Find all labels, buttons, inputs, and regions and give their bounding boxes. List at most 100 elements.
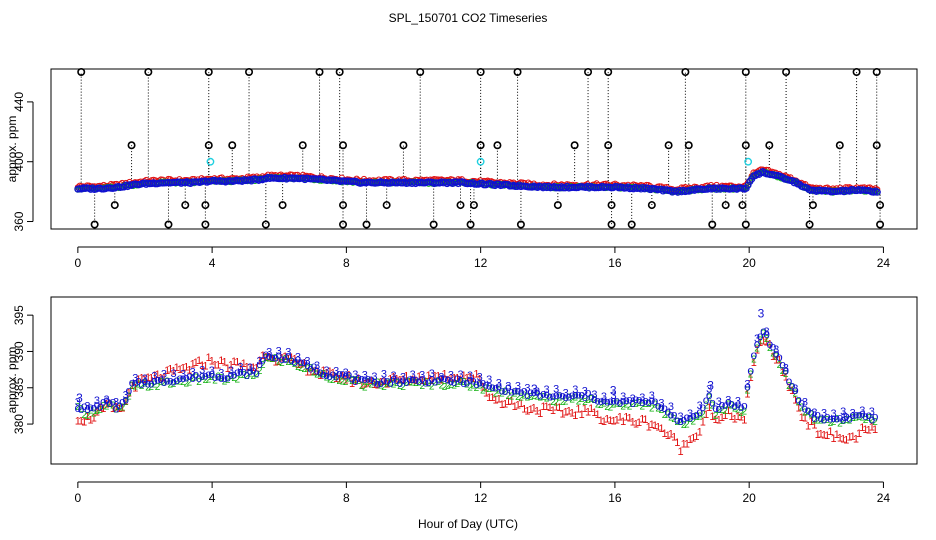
bottom-point-series-o: o — [610, 394, 617, 408]
bottom-point-series-1: 1 — [824, 430, 830, 442]
bottom-point-series-2: 2 — [94, 406, 100, 417]
bottom-point-series-o: o — [802, 401, 809, 415]
bottom-point-series-o: o — [830, 411, 837, 425]
bottom-point-series-2: 2 — [356, 376, 362, 387]
bottom-point-series-2: 2 — [104, 402, 110, 413]
bottom-point-series-o: o — [684, 410, 691, 424]
bottom-point-series-1: 1 — [451, 372, 457, 384]
bottom-point-series-1: 1 — [202, 360, 208, 372]
bottom-point-series-o: o — [460, 376, 467, 390]
bottom-point-series-2: 2 — [595, 400, 601, 411]
bottom-point-series-2: 2 — [464, 380, 470, 391]
top-panel-axes: 0 4 8 12 16 20 24 360 400 440 — [12, 92, 890, 270]
bottom-point-series-1: 1 — [317, 370, 323, 382]
bottom-point-series-o: o — [428, 372, 435, 386]
bottom-point-series-1: 1 — [547, 402, 553, 414]
top-spike-marker — [765, 141, 774, 150]
bottom-point-series-3: 3 — [304, 356, 310, 368]
bottom-point-series-o: o — [81, 399, 88, 413]
bottom-point-series-1: 1 — [776, 355, 782, 367]
bottom-point-series-2: 2 — [340, 376, 346, 387]
bottom-point-series-2: 2 — [470, 381, 476, 392]
bottom-point-series-1: 1 — [174, 362, 180, 374]
bottom-point-series-1: 1 — [199, 360, 205, 372]
bottom-point-series-2: 2 — [671, 414, 677, 425]
bottom-point-series-1: 1 — [496, 394, 502, 406]
bottom-point-series-1: 1 — [84, 411, 90, 423]
bottom-point-series-3: 3 — [410, 369, 416, 381]
bottom-point-series-o: o — [244, 368, 251, 382]
bottom-point-series-o: o — [275, 348, 282, 362]
bottom-point-series-o: o — [572, 388, 579, 402]
top-point-cyan — [744, 157, 753, 166]
bottom-point-series-o: o — [365, 372, 372, 386]
bottom-point-series-2: 2 — [611, 400, 617, 411]
bottom-point-series-2: 2 — [317, 369, 323, 380]
bottom-point-series-1: 1 — [470, 373, 476, 385]
bottom-point-series-o: o — [865, 408, 872, 422]
bottom-point-series-2: 2 — [187, 377, 193, 388]
top-spike-marker — [721, 201, 730, 210]
bottom-point-series-1: 1 — [716, 414, 722, 426]
bottom-point-series-o: o — [620, 393, 627, 407]
bottom-point-series-1: 1 — [135, 374, 141, 386]
bottom-point-series-1: 1 — [438, 375, 444, 387]
bottom-point-series-o: o — [240, 364, 247, 378]
bottom-point-series-1: 1 — [170, 365, 176, 377]
bottom-point-series-1: 1 — [579, 409, 585, 421]
bottom-point-series-2: 2 — [180, 377, 186, 388]
bottom-point-series-1: 1 — [754, 345, 760, 357]
bottom-point-series-1: 1 — [764, 337, 770, 349]
bottom-point-series-2: 2 — [742, 407, 748, 418]
bottom-point-series-o: o — [247, 364, 254, 378]
bottom-point-series-o: o — [869, 412, 876, 426]
bottom-point-series-1: 1 — [598, 415, 604, 427]
bottom-point-series-2: 2 — [164, 377, 170, 388]
bottom-point-series-2: 2 — [378, 381, 384, 392]
bottom-point-series-1: 1 — [320, 365, 326, 377]
top-spike-marker — [741, 141, 750, 150]
bottom-point-series-1: 1 — [818, 429, 824, 441]
bottom-point-series-1: 1 — [110, 403, 116, 415]
bottom-point-series-o: o — [671, 407, 678, 421]
bottom-point-series-1: 1 — [155, 369, 161, 381]
bottom-point-series-o: o — [527, 385, 534, 399]
top-spike-marker — [362, 220, 371, 229]
bottom-point-series-o: o — [639, 395, 646, 409]
bottom-point-series-o: o — [126, 383, 133, 397]
bottom-point-series-1: 1 — [100, 403, 106, 415]
bottom-point-series-o: o — [562, 390, 569, 404]
bottom-point-series-o: o — [100, 394, 107, 408]
bottom-point-series-2: 2 — [585, 395, 591, 406]
bottom-point-series-1: 1 — [575, 403, 581, 415]
bottom-point-series-1: 1 — [512, 401, 518, 413]
bottom-point-series-o: o — [228, 367, 235, 381]
bottom-point-series-o: o — [425, 375, 432, 389]
bottom-point-series-1: 1 — [534, 405, 540, 417]
bottom-point-series-3: 3 — [161, 368, 167, 380]
bottom-point-series-o: o — [173, 373, 180, 387]
bottom-point-series-o: o — [489, 380, 496, 394]
top-spike-marker — [741, 67, 750, 76]
bottom-point-series-3: 3 — [754, 333, 760, 345]
top-point-blue — [744, 181, 752, 189]
bottom-point-series-1: 1 — [384, 378, 390, 390]
bottom-point-series-2: 2 — [439, 380, 445, 391]
bottom-point-series-2: 2 — [263, 353, 269, 364]
bottom-point-series-o: o — [349, 372, 356, 386]
bottom-point-series-3: 3 — [783, 362, 789, 374]
bottom-point-series-1: 1 — [652, 420, 658, 432]
bottom-point-series-1: 1 — [799, 412, 805, 424]
bottom-point-series-2: 2 — [681, 420, 687, 431]
bottom-point-series-o: o — [266, 349, 273, 363]
top-spike-marker — [245, 67, 254, 76]
bottom-point-series-2: 2 — [713, 411, 719, 422]
bottom-point-series-1: 1 — [623, 412, 629, 424]
bottom-point-series-o: o — [696, 405, 703, 419]
bottom-point-series-2: 2 — [419, 381, 425, 392]
bottom-point-series-2: 2 — [81, 410, 87, 421]
bottom-point-series-1: 1 — [582, 403, 588, 415]
bottom-point-series-1: 1 — [339, 370, 345, 382]
bottom-point-series-2: 2 — [506, 391, 512, 402]
bottom-point-series-1: 1 — [292, 354, 298, 366]
